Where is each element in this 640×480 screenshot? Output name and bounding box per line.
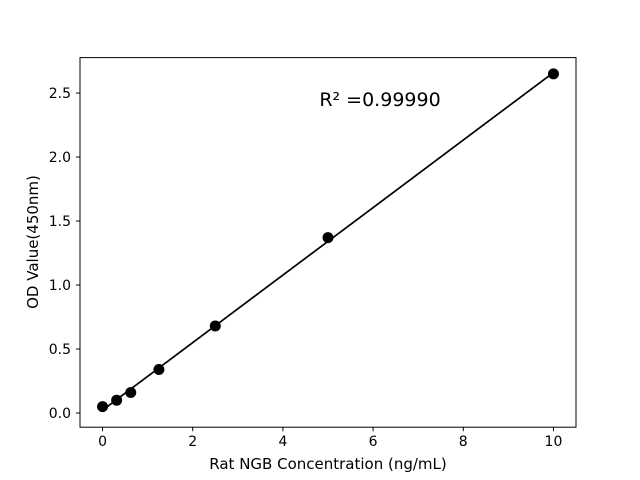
y-tick-label: 2.0	[49, 150, 71, 166]
x-axis-label: Rat NGB Concentration (ng/mL)	[209, 455, 447, 473]
x-tick-label: 6	[369, 434, 378, 450]
data-point	[322, 232, 334, 244]
data-point	[547, 68, 559, 80]
axes-frame	[79, 57, 577, 428]
data-point	[153, 363, 165, 375]
y-tick-label: 2.5	[49, 86, 71, 102]
data-point	[125, 387, 137, 399]
data-point	[111, 394, 123, 406]
x-tick-label: 10	[545, 434, 563, 450]
r-squared-annotation: R² =0.99990	[319, 89, 441, 111]
y-tick-label: 0.5	[49, 342, 71, 358]
data-point	[97, 401, 109, 413]
y-tick-label: 1.5	[49, 214, 71, 230]
y-tick-label: 0.0	[49, 406, 71, 422]
x-tick-label: 0	[98, 434, 107, 450]
data-point	[209, 320, 221, 332]
x-tick-label: 8	[459, 434, 468, 450]
y-axis-label: OD Value(450nm)	[24, 175, 42, 309]
x-tick-label: 2	[188, 434, 197, 450]
x-tick-label: 4	[278, 434, 287, 450]
y-tick-label: 1.0	[49, 278, 71, 294]
